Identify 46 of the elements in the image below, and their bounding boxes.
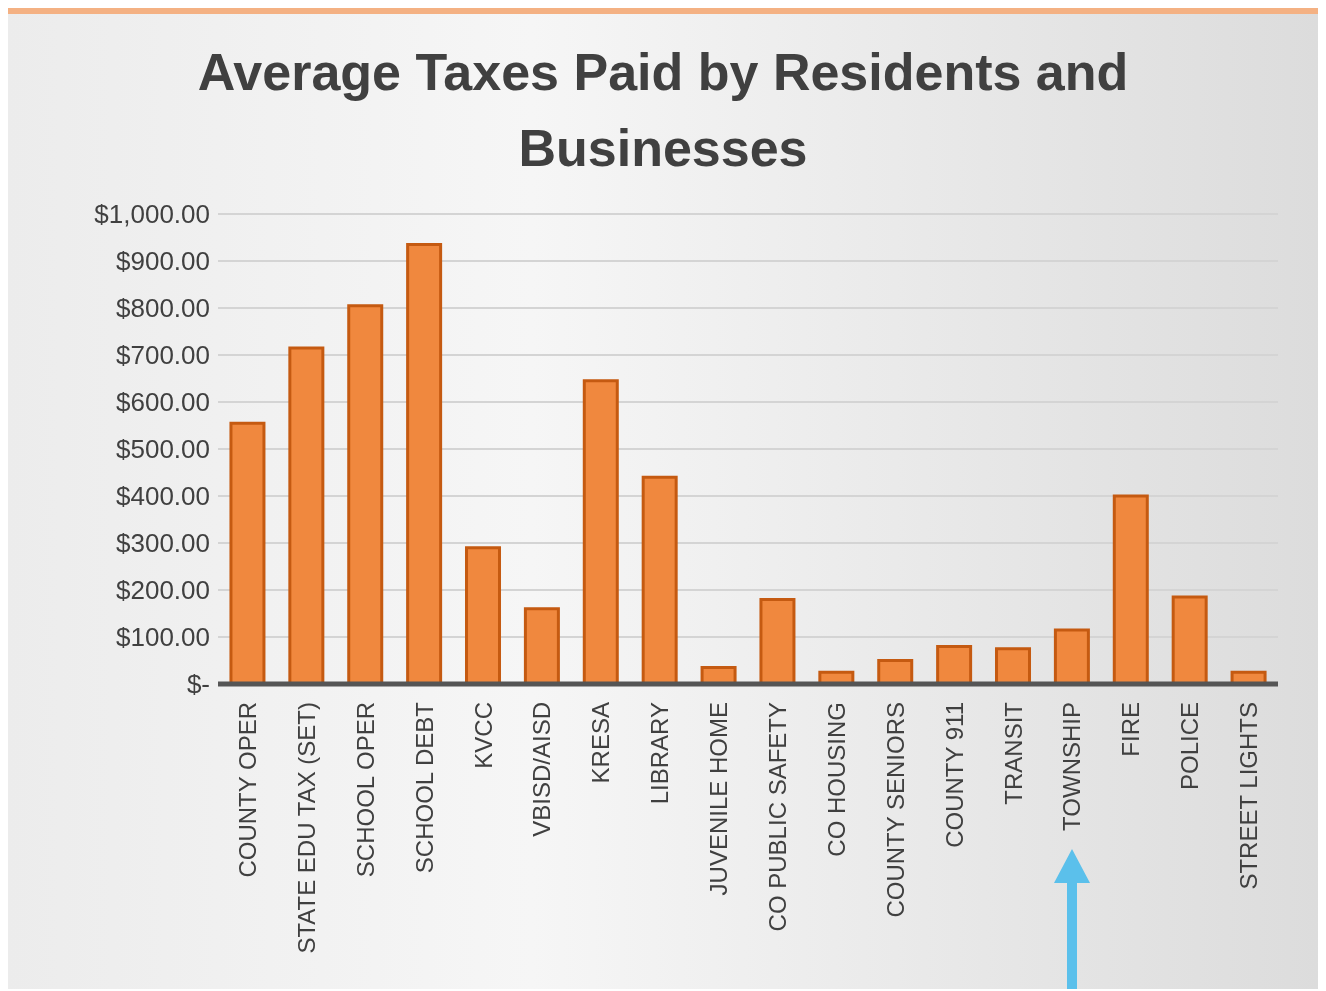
x-tick-label: KVCC: [469, 702, 497, 769]
y-tick-label: $600.00: [116, 387, 210, 418]
y-tick-label: $700.00: [116, 340, 210, 371]
y-tick-label: $500.00: [116, 434, 210, 465]
x-tick-label: COUNTY SENIORS: [881, 702, 909, 918]
bar: [406, 243, 443, 684]
bar: [1171, 595, 1208, 684]
x-tick-label: FIRE: [1117, 702, 1145, 757]
bar: [523, 607, 560, 684]
x-tick-label: COUNTY 911: [940, 702, 968, 848]
y-tick-label: $100.00: [116, 622, 210, 653]
y-tick-label: $900.00: [116, 246, 210, 277]
y-tick-label: $400.00: [116, 481, 210, 512]
x-tick-label: SCHOOL DEBT: [410, 701, 438, 874]
x-tick-label: CO HOUSING: [822, 702, 850, 857]
x-tick-label: CO PUBLIC SAFETY: [763, 702, 791, 932]
x-tick-label: COUNTY OPER: [233, 702, 261, 878]
x-tick-label: KRESA: [587, 702, 615, 784]
bar: [641, 475, 678, 684]
x-tick-label: VBISD/AISD: [528, 702, 556, 837]
x-tick-label: JUVENILE HOME: [705, 702, 733, 896]
bar: [582, 379, 619, 684]
bar: [1053, 628, 1090, 684]
y-tick-label: $-: [186, 669, 210, 700]
x-tick-label: TRANSIT: [999, 701, 1027, 805]
x-tick-label: LIBRARY: [646, 702, 674, 805]
bar: [877, 659, 914, 684]
bar: [936, 644, 973, 684]
x-tick-label: TOWNSHIP: [1058, 702, 1086, 831]
bar: [465, 546, 502, 684]
bar: [1112, 494, 1149, 684]
x-tick-label: POLICE: [1176, 702, 1204, 791]
bar: [347, 304, 384, 684]
y-tick-label: $1,000.00: [94, 199, 210, 230]
x-tick-label: STATE EDU TAX (SET): [292, 702, 320, 954]
y-tick-label: $200.00: [116, 575, 210, 606]
bar: [700, 666, 737, 684]
x-tick-label: SCHOOL OPER: [351, 702, 379, 878]
bar: [288, 346, 325, 684]
y-tick-label: $300.00: [116, 528, 210, 559]
bar: [229, 421, 266, 684]
bar: [995, 647, 1032, 684]
y-tick-label: $800.00: [116, 293, 210, 324]
x-tick-label: STREET LIGHTS: [1235, 702, 1263, 890]
bar: [759, 597, 796, 684]
chart-title: Average Taxes Paid by Residents and Businesses: [196, 42, 1130, 179]
